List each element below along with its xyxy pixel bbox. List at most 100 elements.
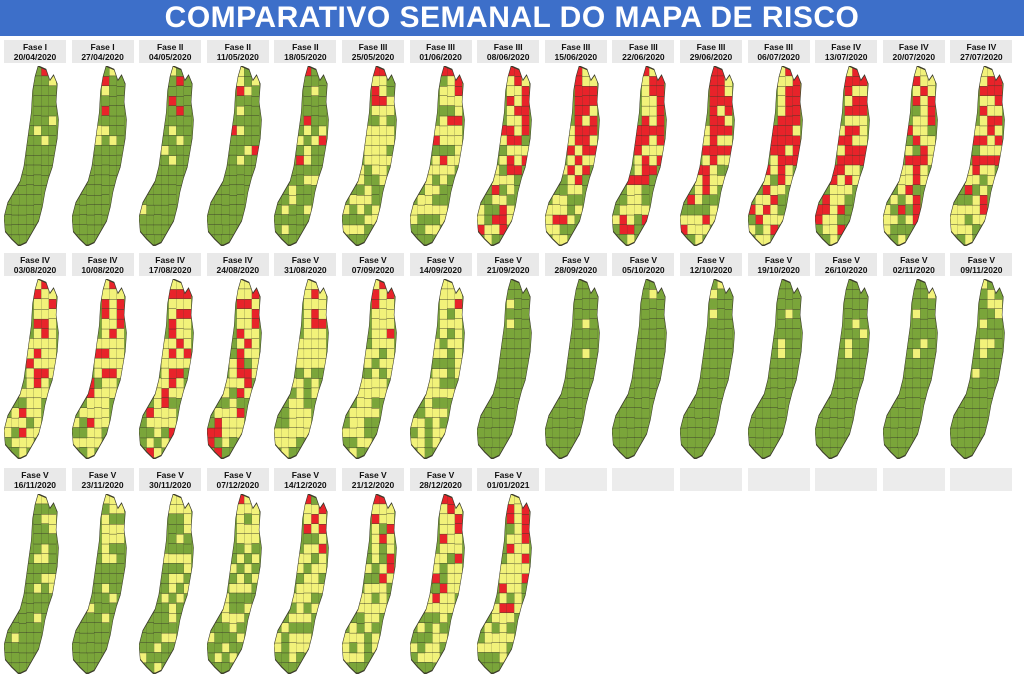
state-border [206,494,262,674]
municipality-cell [86,632,95,644]
municipality-cell [642,174,650,186]
municipality-cell [446,348,455,359]
municipality-cell [26,164,35,176]
municipality-cell [454,533,462,545]
municipality-cell [769,387,778,399]
municipality-cell [980,135,988,146]
municipality-cell [101,602,110,614]
municipality-cell [837,214,846,226]
municipality-cell [837,164,846,176]
municipality-cell [439,125,448,137]
phase-label: Fase IV [222,254,253,265]
municipality-cell [243,144,252,156]
municipality-cell [41,85,49,97]
municipality-cell [506,318,515,330]
municipality-cell [642,338,650,350]
municipality-cell [777,194,786,206]
municipality-cell [296,204,305,216]
municipality-cell [724,308,733,320]
municipality-cell [477,642,485,654]
municipality-cell [777,328,786,340]
municipality-cell [364,397,373,409]
municipality-cell [379,582,387,594]
municipality-cell [48,348,57,359]
date-label: 16/11/2020 [13,479,57,490]
municipality-cell [176,105,185,117]
date-label: 21/09/2020 [486,264,530,275]
municipality-cell [980,397,988,409]
municipality-cell [221,397,230,409]
municipality-cell [364,164,373,176]
municipality-cell [499,387,508,399]
date-label: 08/06/2020 [486,51,530,62]
municipality-cell [11,622,20,634]
municipality-cell [754,204,763,216]
municipality-cell [176,164,185,176]
municipality-cell [852,318,861,330]
municipality-cell [349,437,358,449]
municipality-cell [649,105,658,117]
municipality-cell [33,387,42,399]
municipality-cell [108,513,117,525]
municipality-cell [514,513,523,525]
municipality-cell [747,427,756,439]
municipality-cell [980,204,988,216]
municipality-cell [236,592,245,604]
municipality-cell [146,427,155,439]
date-label: 01/06/2020 [419,51,462,62]
municipality-cell [634,437,643,449]
municipality-cell [424,214,433,226]
municipality-cell [416,427,425,439]
municipality-cell [965,417,973,429]
municipality-cell [304,105,312,117]
municipality-cell [221,642,230,654]
municipality-cell [919,298,928,310]
municipality-cell [26,437,35,449]
municipality-cell [581,288,590,300]
municipality-cell [48,582,57,594]
municipality-cell [439,184,448,196]
municipality-cell [101,387,110,399]
municipality-cell [243,543,252,555]
municipality-cell [304,95,312,107]
municipality-cell [371,553,380,565]
municipality-cell [559,407,568,419]
municipality-cell [844,144,853,156]
municipality-cell [514,105,523,117]
municipality-cell [634,338,643,350]
municipality-cell [11,417,20,429]
date-label: 27/04/2020 [81,51,124,62]
municipality-cell [409,642,418,654]
phase-label: Fase V [156,469,184,480]
municipality-cell [521,533,530,545]
municipality-cell [815,427,823,439]
municipality-cell [176,338,185,350]
municipality-cell [176,308,185,320]
municipality-cell [446,135,455,146]
municipality-cell [206,214,215,226]
municipality-cell [251,582,260,594]
municipality-cell [296,437,305,449]
municipality-cell [281,437,290,449]
municipality-cell [311,357,320,369]
municipality-cell [589,318,598,330]
municipality-cell [379,572,387,584]
municipality-cell [101,622,110,634]
municipality-cell [168,513,177,525]
municipality-cell [574,338,583,350]
municipality-cell [48,105,57,117]
municipality-cell [769,427,778,439]
municipality-cell [371,582,380,594]
municipality-cell [431,592,440,604]
municipality-cell [581,377,590,389]
municipality-cell [229,572,237,584]
municipality-cell [11,214,20,226]
municipality-cell [777,95,786,107]
municipality-cell [642,417,650,429]
municipality-cell [221,652,230,664]
municipality-cell [905,194,913,206]
municipality-cell [153,224,162,236]
municipality-cell [33,125,42,137]
municipality-cell [709,135,718,146]
municipality-cell [694,184,703,196]
